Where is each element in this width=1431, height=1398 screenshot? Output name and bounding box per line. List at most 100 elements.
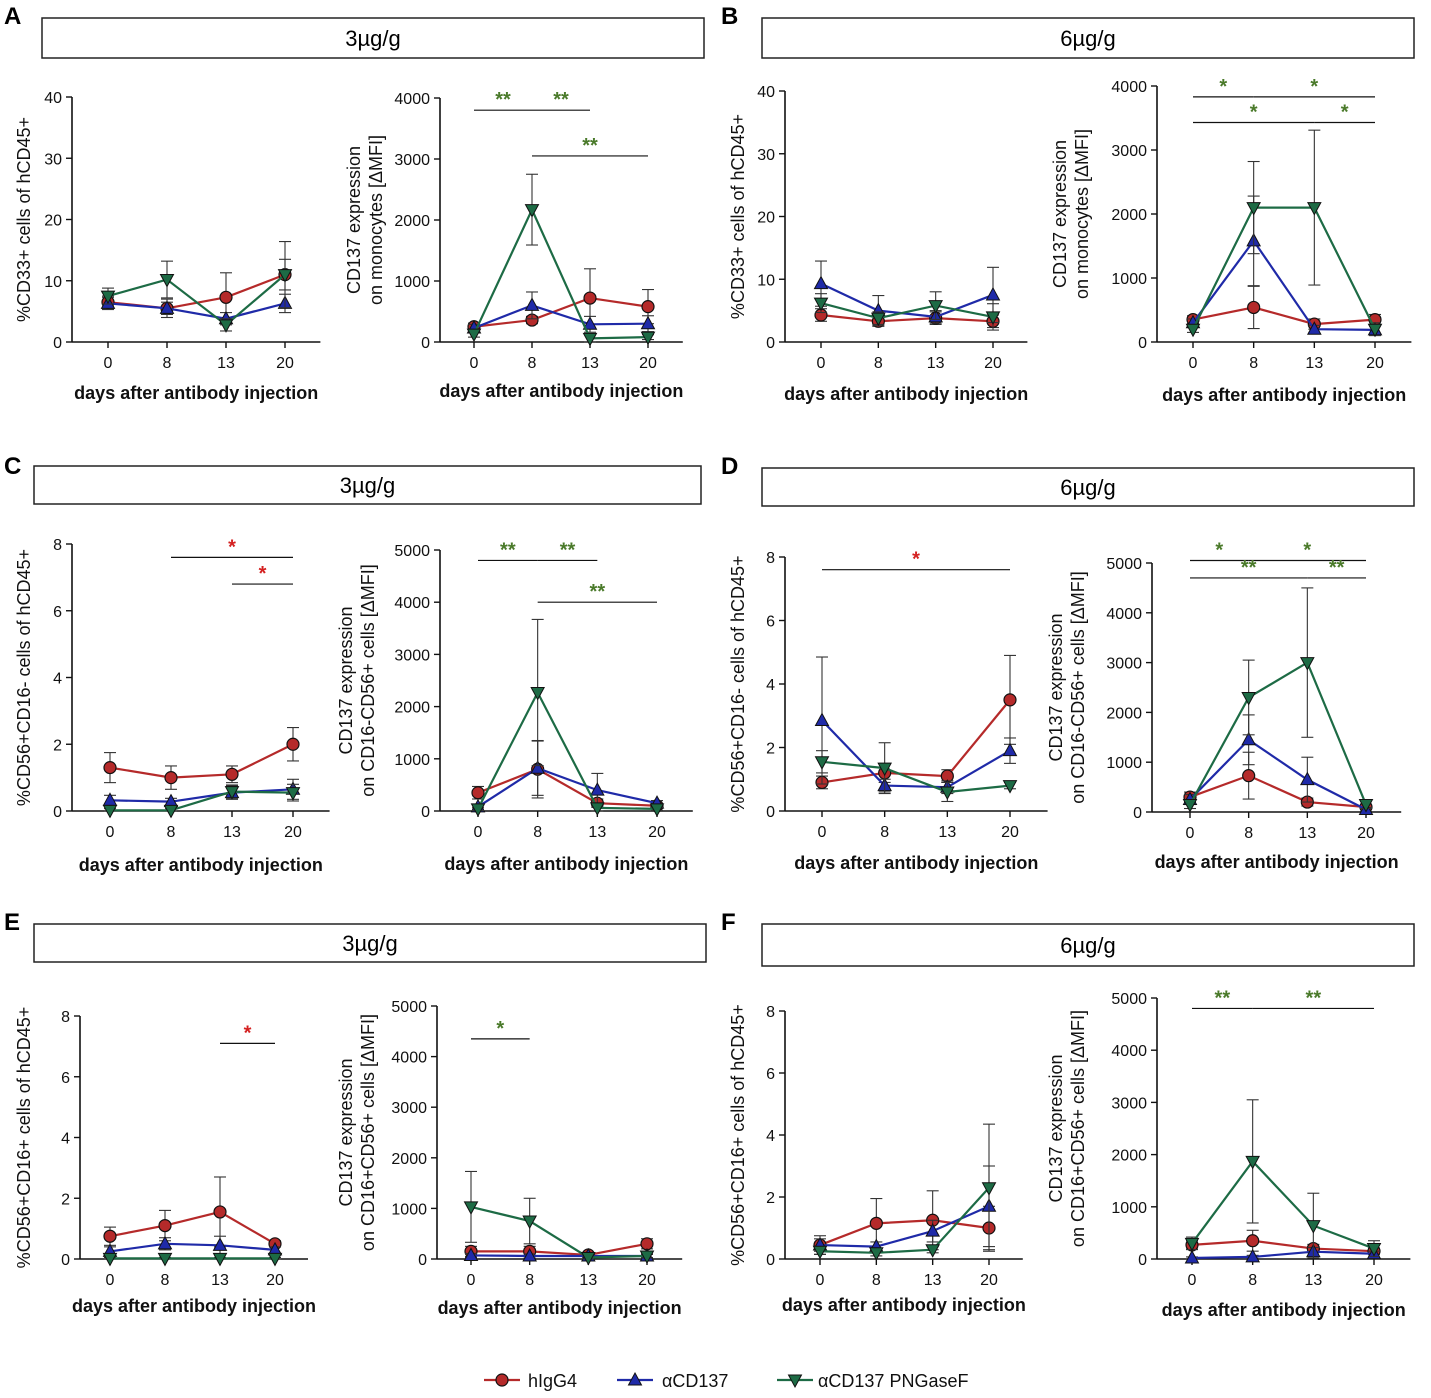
- x-axis-label: days after antibody injection: [439, 381, 683, 401]
- y-axis-label: %CD56+CD16- cells of hCD45+: [14, 549, 34, 806]
- data-point: [522, 1247, 538, 1262]
- dose-label: 3µg/g: [345, 26, 401, 51]
- data-point: [157, 1235, 173, 1250]
- series-higg4: [103, 727, 300, 790]
- dose-box: [33, 923, 707, 963]
- x-tick-label: 8: [525, 1272, 534, 1289]
- series-line: [107, 302, 286, 320]
- x-tick-label: 13: [581, 355, 599, 372]
- y-tick-label: 2: [766, 741, 775, 758]
- legend-label: hIgG4: [528, 1371, 577, 1391]
- y-tick-label: 1000: [394, 274, 430, 291]
- series-line: [1191, 1250, 1375, 1260]
- x-tick-label: 13: [211, 1272, 229, 1289]
- x-tick-label: 8: [163, 355, 172, 372]
- y-tick-label: 10: [757, 272, 775, 289]
- x-axis-label: days after antibody injection: [438, 1298, 682, 1318]
- series-pngase: [812, 1123, 997, 1261]
- x-tick-label: 0: [818, 824, 827, 841]
- dose-label: 6µg/g: [1060, 475, 1116, 500]
- dose-label: 6µg/g: [1060, 26, 1116, 51]
- data-point: [1299, 657, 1315, 671]
- data-point: [925, 1223, 941, 1237]
- dose-label: 3µg/g: [342, 931, 398, 956]
- legend-marker: [495, 1373, 509, 1387]
- data-point: [580, 1251, 596, 1266]
- data-point: [286, 737, 300, 751]
- significance-label: *: [259, 563, 267, 585]
- data-point: [641, 300, 655, 314]
- panel-letter: A: [4, 3, 21, 30]
- x-tick-label: 20: [648, 824, 666, 841]
- x-tick-label: 20: [284, 824, 302, 841]
- x-axis-label: days after antibody injection: [72, 1296, 316, 1316]
- series-pngase: [102, 783, 301, 819]
- data-point: [649, 803, 665, 817]
- y-tick-label: 1000: [1106, 755, 1142, 772]
- x-tick-label: 20: [1357, 825, 1375, 842]
- series-line: [821, 760, 1011, 794]
- y-tick-label: 3000: [394, 647, 430, 664]
- data-point: [928, 300, 944, 314]
- y-axis-label: on CD16-CD56+ cells [ΔMFI]: [358, 564, 378, 797]
- x-axis-label: days after antibody injection: [784, 384, 1028, 404]
- data-point: [157, 1252, 173, 1267]
- y-tick-label: 30: [44, 151, 62, 168]
- y-tick-label: 2000: [1111, 1148, 1147, 1165]
- data-point: [277, 269, 293, 283]
- x-tick-label: 13: [223, 824, 241, 841]
- data-point: [163, 804, 179, 819]
- data-point: [524, 204, 540, 218]
- x-tick-label: 8: [1248, 1272, 1257, 1289]
- y-tick-label: 2: [61, 1191, 70, 1208]
- x-tick-label: 13: [1304, 1272, 1322, 1289]
- chart-e1: 0 2 4 6 8 0 8 13 20 days after antibody injection…: [14, 1007, 316, 1316]
- y-axis-label: CD137 expression: [1046, 613, 1066, 761]
- y-tick-label: 0: [61, 1252, 70, 1269]
- series-line: [820, 302, 994, 320]
- y-tick-label: 2000: [394, 213, 430, 230]
- dose-label: 3µg/g: [340, 473, 396, 498]
- significance-label: **: [590, 581, 606, 603]
- x-axis-label: days after antibody injection: [794, 853, 1038, 873]
- chart-c2: 0 1000 2000 3000 4000 5000 0 8 13 20 days after an…: [336, 539, 693, 874]
- data-point: [814, 712, 830, 727]
- data-point: [813, 297, 829, 312]
- series-pngase: [1182, 587, 1374, 813]
- y-axis-label: on monocytes [ΔMFI]: [366, 135, 386, 305]
- legend-marker: [627, 1371, 643, 1386]
- series-acd137: [814, 656, 1018, 795]
- y-tick-label: 2: [766, 1190, 775, 1207]
- y-tick-label: 4000: [1106, 606, 1142, 623]
- data-point: [985, 311, 1001, 325]
- dose-box: [761, 467, 1415, 507]
- x-axis-label: days after antibody injection: [1162, 385, 1406, 405]
- chart-a1: 0 10 20 30 40 0 8 13 20 days after antibody injec…: [14, 90, 321, 403]
- series-line: [821, 699, 1011, 784]
- chart-f1: 0 2 4 6 8 0 8 13 20 days after antibody injection…: [728, 1004, 1026, 1315]
- y-tick-label: 0: [1138, 1252, 1147, 1269]
- dose-box: [33, 465, 702, 505]
- data-point: [981, 1182, 997, 1196]
- series-pngase: [102, 1252, 283, 1267]
- data-point: [164, 771, 178, 785]
- data-point: [471, 786, 485, 800]
- series-line: [477, 768, 658, 807]
- series-line: [110, 790, 294, 812]
- dose-box: [761, 923, 1415, 967]
- series-line: [109, 1242, 276, 1253]
- data-point: [102, 804, 118, 819]
- legend: hIgG4 αCD137 αCD137 PNGaseF: [484, 1371, 968, 1391]
- y-tick-label: 0: [766, 335, 775, 352]
- series-pngase: [814, 742, 1018, 803]
- y-tick-label: 4: [61, 1131, 70, 1148]
- series-line: [470, 1205, 648, 1259]
- data-point: [463, 1247, 479, 1261]
- data-point: [1245, 1248, 1261, 1263]
- y-axis-label: %CD33+ cells of hCD45+: [728, 114, 748, 319]
- y-tick-label: 6: [53, 604, 62, 621]
- y-axis-label: CD137 expression: [1046, 1054, 1066, 1202]
- significance-label: **: [1306, 987, 1322, 1009]
- panel-letter: C: [4, 453, 21, 480]
- y-tick-label: 0: [1138, 335, 1147, 352]
